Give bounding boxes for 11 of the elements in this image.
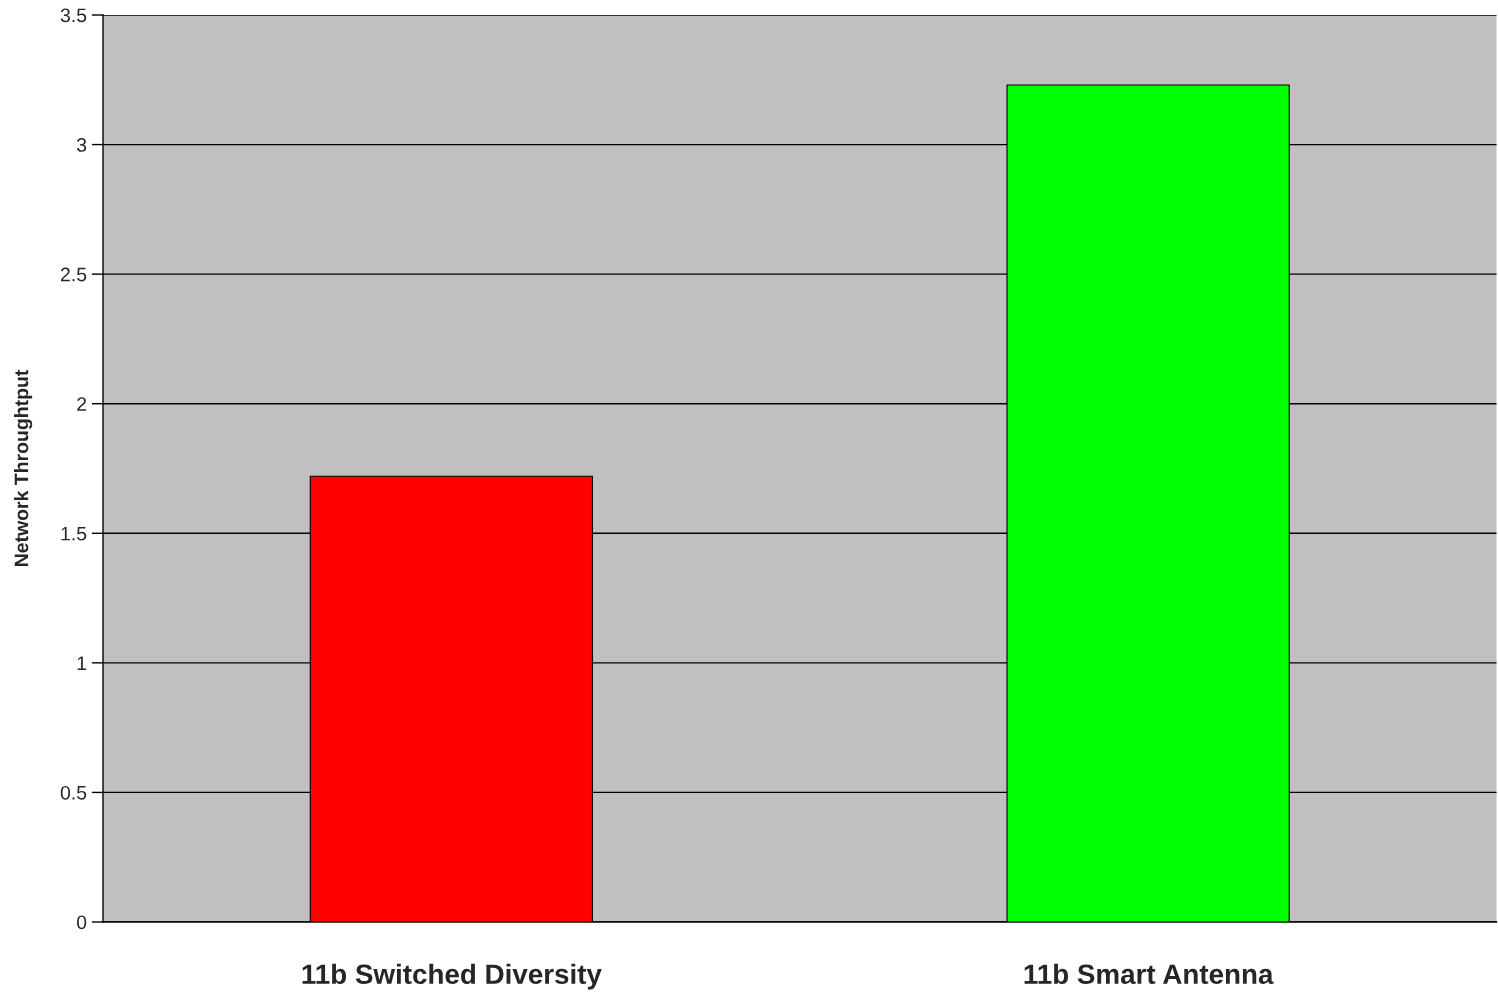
y-tick-label: 0.5 (60, 785, 87, 800)
x-tick-label: 11b Smart Antenna (1024, 963, 1274, 985)
y-axis-title: Network Throughtput (14, 369, 33, 567)
y-tick-label: 2.5 (60, 267, 87, 282)
y-tick-label: 3.5 (60, 8, 87, 23)
y-tick-label: 1 (77, 656, 87, 670)
y-tick-label: 1.5 (61, 526, 87, 541)
y-tick-label: 2 (77, 397, 87, 411)
y-tick-label: 0 (76, 915, 87, 930)
y-tick-label: 3 (76, 138, 87, 152)
x-tick-label: 11b Switched Diversity (302, 963, 602, 990)
